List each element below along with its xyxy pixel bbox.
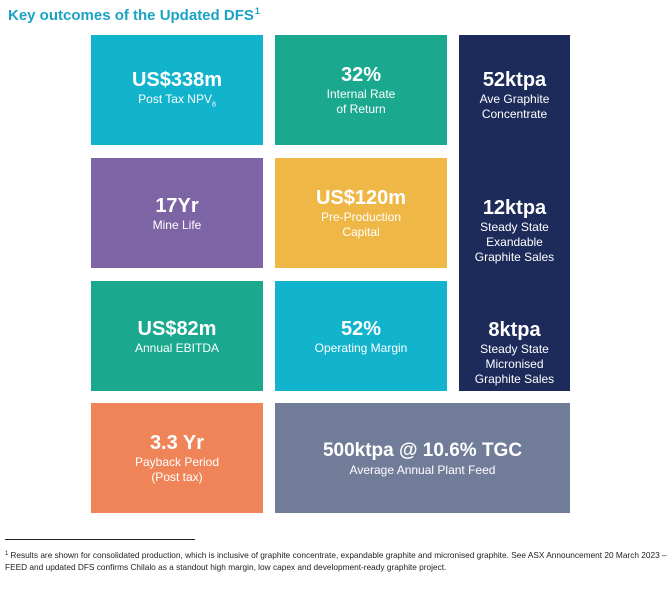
ebitda-value: US$82m (137, 317, 217, 340)
tile-payback-period: 3.3 Yr Payback Period (Post tax) (91, 403, 263, 513)
graphite-concentrate-block: 52ktpa Ave Graphite Concentrate (459, 68, 570, 122)
footnote-marker: 1 (254, 6, 260, 16)
tile-internal-rate-of-return: 32% Internal Rate of Return (275, 35, 447, 145)
ebitda-label: Annual EBITDA (134, 340, 220, 355)
tile-annual-ebitda: US$82m Annual EBITDA (91, 281, 263, 391)
tile-pre-production-capital: US$120m Pre-Production Capital (275, 158, 447, 268)
footnote-divider (5, 539, 195, 540)
capex-label-line2: Capital (342, 225, 380, 239)
capex-label-line1: Pre-Production (320, 210, 402, 224)
micronised-graphite-block: 8ktpa Steady State Micronised Graphite S… (459, 318, 570, 387)
margin-label: Operating Margin (314, 340, 408, 355)
plant-feed-value: 500ktpa @ 10.6% TGC (322, 439, 523, 461)
npv-value: US$338m (131, 68, 223, 91)
concentrate-label-line2: Concentrate (481, 107, 548, 121)
mine-life-label: Mine Life (152, 217, 202, 232)
capex-value: US$120m (315, 187, 407, 209)
npv-label-subscript: 8 (211, 101, 216, 109)
irr-value: 32% (340, 64, 382, 86)
concentrate-label-line1: Ave Graphite (479, 92, 550, 106)
tile-mine-life: 17Yr Mine Life (91, 158, 263, 268)
micronised-label-line2: Micronised (485, 357, 544, 371)
micronised-label-line1: Steady State (480, 342, 549, 356)
footnote: 1 Results are shown for consolidated prod… (5, 548, 667, 573)
tile-post-tax-npv: US$338m Post Tax NPV8 (91, 35, 263, 145)
expandable-value: 12ktpa (482, 197, 547, 219)
expandable-label-line3: Graphite Sales (474, 250, 555, 264)
plant-feed-label: Average Annual Plant Feed (349, 462, 496, 477)
expandable-label-line2: Exandable (486, 235, 543, 249)
irr-label-line2: of Return (336, 102, 386, 116)
micronised-value: 8ktpa (488, 319, 541, 341)
tile-graphite-column: 52ktpa Ave Graphite Concentrate 12ktpa S… (459, 35, 570, 391)
payback-label-line1: Payback Period (134, 455, 220, 469)
mine-life-value: 17Yr (155, 194, 199, 217)
expandable-graphite-block: 12ktpa Steady State Exandable Graphite S… (459, 196, 570, 265)
footnote-number: 1 (5, 551, 9, 557)
irr-label-line1: Internal Rate (326, 87, 396, 101)
expandable-label-line1: Steady State (480, 220, 549, 234)
payback-label-line2: (Post tax) (151, 470, 203, 484)
payback-value: 3.3 Yr (149, 432, 205, 454)
tile-average-annual-plant-feed: 500ktpa @ 10.6% TGC Average Annual Plant… (275, 403, 570, 513)
npv-label: Post Tax NPV8 (138, 91, 216, 109)
page-title-text: Key outcomes of the Updated DFS (8, 7, 254, 24)
footnote-text: Results are shown for consolidated produ… (5, 550, 667, 572)
tile-operating-margin: 52% Operating Margin (275, 281, 447, 391)
concentrate-value: 52ktpa (482, 69, 547, 91)
micronised-label-line3: Graphite Sales (474, 372, 555, 386)
margin-value: 52% (340, 317, 382, 340)
page-title: Key outcomes of the Updated DFS1 (8, 6, 260, 24)
